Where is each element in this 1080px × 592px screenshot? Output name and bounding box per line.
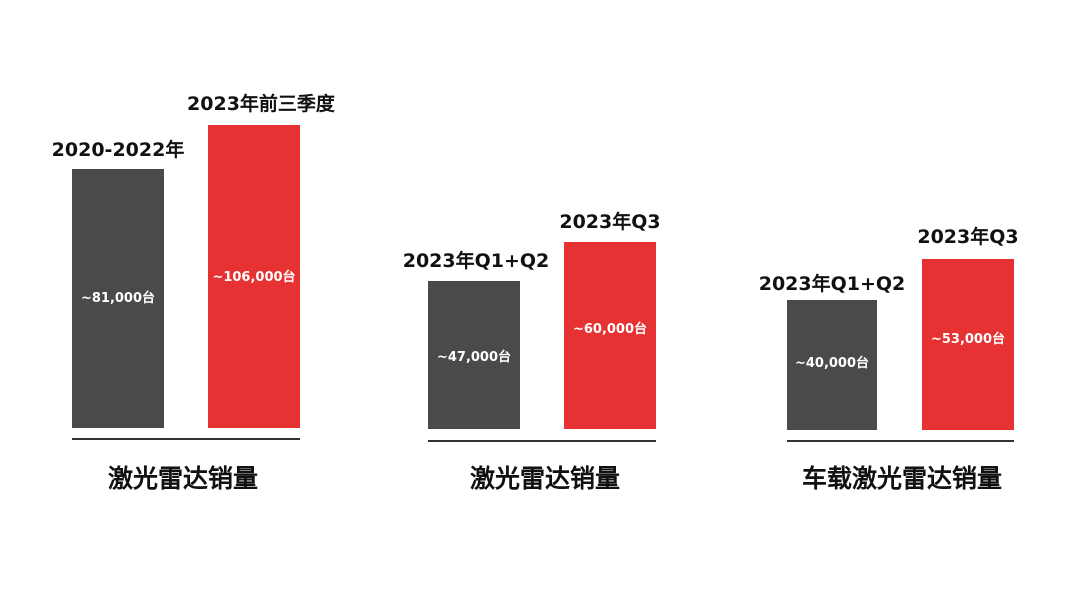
category-label-panel1-2023-q1-q3: 2023年前三季度 [187, 92, 336, 115]
panel-title-3: 车载激光雷达销量 [802, 464, 1002, 493]
panel-3: 2023年Q1+Q2 2023年Q3 ~40,000台 ~53,000台 车载激… [759, 225, 1019, 493]
panel-1: 2020-2022年 2023年前三季度 ~81,000台 ~106,000台 … [52, 92, 336, 493]
panel-title-2: 激光雷达销量 [470, 464, 620, 493]
category-label-panel1-2020-2022: 2020-2022年 [52, 138, 185, 161]
bar-panel3-q3 [922, 259, 1014, 430]
panel-2: 2023年Q1+Q2 2023年Q3 ~47,000台 ~60,000台 激光雷… [403, 210, 661, 493]
value-label-panel3-q3: ~53,000台 [931, 331, 1005, 347]
panel-title-1: 激光雷达销量 [108, 464, 258, 493]
value-label-panel1-2023-q1-q3: ~106,000台 [212, 269, 295, 285]
bar-panel2-q1-q2 [428, 281, 520, 429]
value-label-panel1-2020-2022: ~81,000台 [81, 290, 155, 306]
bar-panel3-q1-q2 [787, 300, 877, 430]
bar-panel1-2020-2022 [72, 169, 164, 428]
bar-panel1-2023-q1-q3 [208, 125, 300, 428]
category-label-panel3-q3: 2023年Q3 [917, 225, 1018, 248]
value-label-panel3-q1-q2: ~40,000台 [795, 355, 869, 371]
category-label-panel3-q1-q2: 2023年Q1+Q2 [759, 272, 906, 295]
value-label-panel2-q3: ~60,000台 [573, 321, 647, 337]
value-label-panel2-q1-q2: ~47,000台 [437, 349, 511, 365]
category-label-panel2-q1-q2: 2023年Q1+Q2 [403, 249, 550, 272]
category-label-panel2-q3: 2023年Q3 [559, 210, 660, 233]
bar-panel2-q3 [564, 242, 656, 429]
